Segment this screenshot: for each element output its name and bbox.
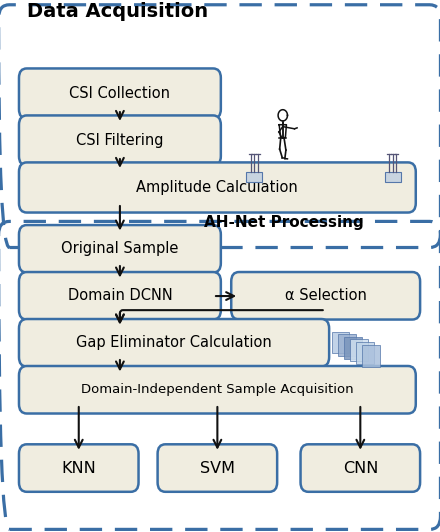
FancyBboxPatch shape: [231, 272, 420, 320]
FancyBboxPatch shape: [338, 334, 356, 356]
Text: KNN: KNN: [62, 461, 96, 476]
FancyBboxPatch shape: [19, 319, 329, 367]
FancyBboxPatch shape: [19, 444, 139, 492]
Text: Amplitude Calculation: Amplitude Calculation: [136, 180, 298, 195]
Text: CSI Collection: CSI Collection: [70, 86, 170, 101]
FancyBboxPatch shape: [385, 172, 401, 181]
FancyBboxPatch shape: [19, 225, 221, 272]
FancyBboxPatch shape: [19, 69, 221, 119]
FancyBboxPatch shape: [356, 342, 374, 364]
Text: Gap Eliminator Calculation: Gap Eliminator Calculation: [76, 335, 272, 350]
Text: CNN: CNN: [343, 461, 378, 476]
Text: Original Sample: Original Sample: [61, 242, 179, 256]
FancyBboxPatch shape: [158, 444, 277, 492]
FancyBboxPatch shape: [19, 115, 221, 165]
Text: α Selection: α Selection: [285, 288, 367, 303]
FancyBboxPatch shape: [246, 172, 263, 181]
FancyBboxPatch shape: [19, 162, 416, 212]
Text: Data Acquisition: Data Acquisition: [27, 3, 208, 21]
FancyBboxPatch shape: [19, 272, 221, 320]
FancyBboxPatch shape: [19, 366, 416, 413]
Polygon shape: [279, 124, 286, 138]
FancyBboxPatch shape: [350, 339, 368, 361]
FancyBboxPatch shape: [363, 345, 380, 367]
FancyBboxPatch shape: [344, 337, 362, 359]
Text: CSI Filtering: CSI Filtering: [76, 133, 164, 148]
FancyBboxPatch shape: [301, 444, 420, 492]
Text: Domain DCNN: Domain DCNN: [67, 288, 172, 303]
Text: Domain-Independent Sample Acquisition: Domain-Independent Sample Acquisition: [81, 383, 354, 396]
Text: SVM: SVM: [200, 461, 235, 476]
Text: AH-Net Processing: AH-Net Processing: [204, 215, 364, 230]
FancyBboxPatch shape: [332, 331, 349, 353]
